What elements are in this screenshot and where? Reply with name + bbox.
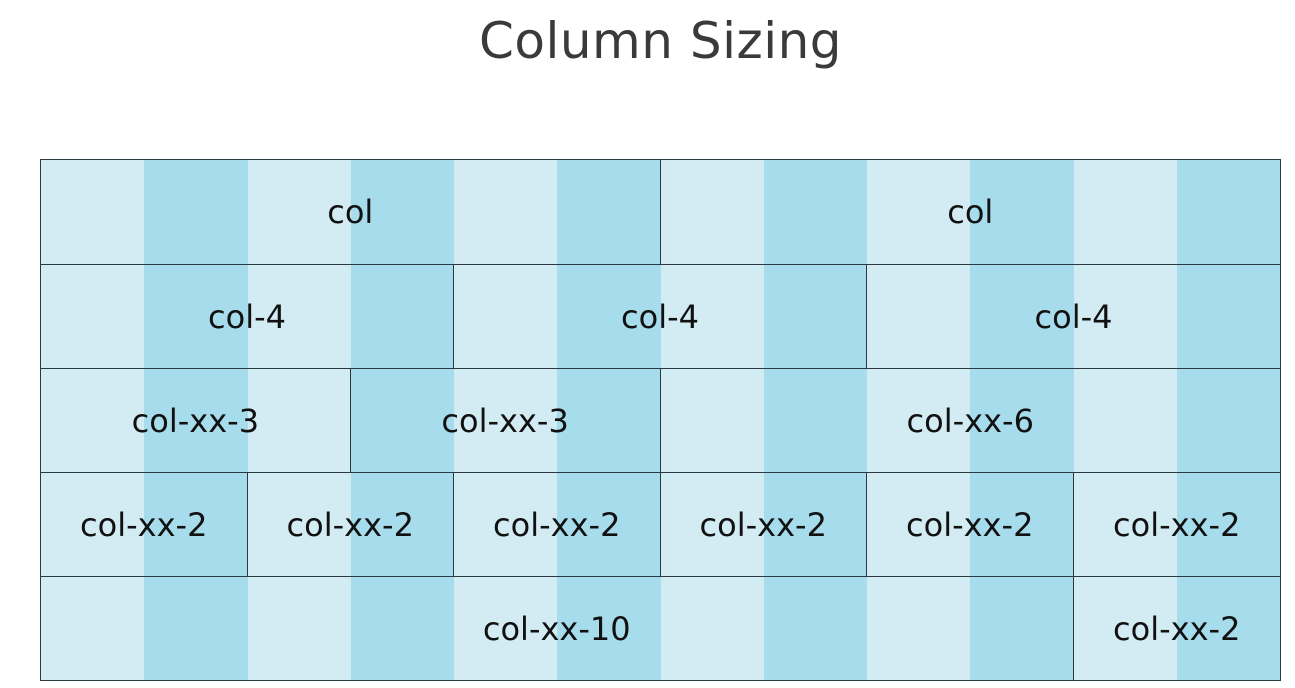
grid-cell: col-xx-2: [867, 473, 1074, 576]
column-stripe: [350, 160, 454, 680]
column-stripe: [970, 160, 1074, 680]
column-stripe: [557, 160, 661, 680]
grid-cell: col-xx-2: [248, 473, 454, 576]
grid-cell: col-xx-3: [41, 369, 351, 472]
grid-row: col col: [41, 160, 1280, 265]
column-stripe: [763, 160, 867, 680]
grid-cell: col-4: [1034, 297, 1113, 336]
grid-row: col-xx-3 col-xx-3 col-xx-6: [41, 369, 1280, 473]
grid-cell: col-xx-3: [351, 369, 661, 472]
grid-cell: col-xx-2: [1113, 505, 1241, 544]
column-stripe: [867, 160, 971, 680]
grid-row: col-xx-10 col-xx-2: [41, 577, 1280, 680]
grid-row: col-4 col-4 col-4: [41, 265, 1280, 369]
column-stripe: [41, 160, 145, 680]
grid-row: col-xx-2 col-xx-2 col-xx-2 col-xx-2 col-xx-2…: [41, 473, 1280, 577]
grid-cell: col-xx-2: [661, 473, 867, 576]
grid-cell: col-xx-2: [454, 473, 661, 576]
column-stripe: [1073, 160, 1177, 680]
grid-cell: col-xx-2: [1113, 609, 1241, 648]
grid-cell: col: [41, 160, 661, 264]
grid-cell: col-4: [41, 265, 454, 368]
column-stripe: [247, 160, 351, 680]
grid-rows: col col col-4 col-4 col-4 col-xx-3 col-xx-3 col…: [41, 160, 1280, 680]
column-stripe: [144, 160, 248, 680]
column-grid: col col col-4 col-4 col-4 col-xx-3 col-xx-3 col…: [40, 159, 1281, 681]
grid-cell: col-xx-6: [906, 401, 1034, 440]
column-stripe: [454, 160, 558, 680]
grid-cell: col: [947, 193, 994, 231]
column-stripe: [660, 160, 764, 680]
page-title: Column Sizing: [478, 12, 843, 70]
column-stripes: [41, 160, 1280, 680]
grid-cell: col-xx-10: [41, 577, 1074, 680]
column-stripe: [1176, 160, 1280, 680]
grid-cell: col-4: [454, 265, 867, 368]
grid-cell: col-xx-2: [41, 473, 248, 576]
